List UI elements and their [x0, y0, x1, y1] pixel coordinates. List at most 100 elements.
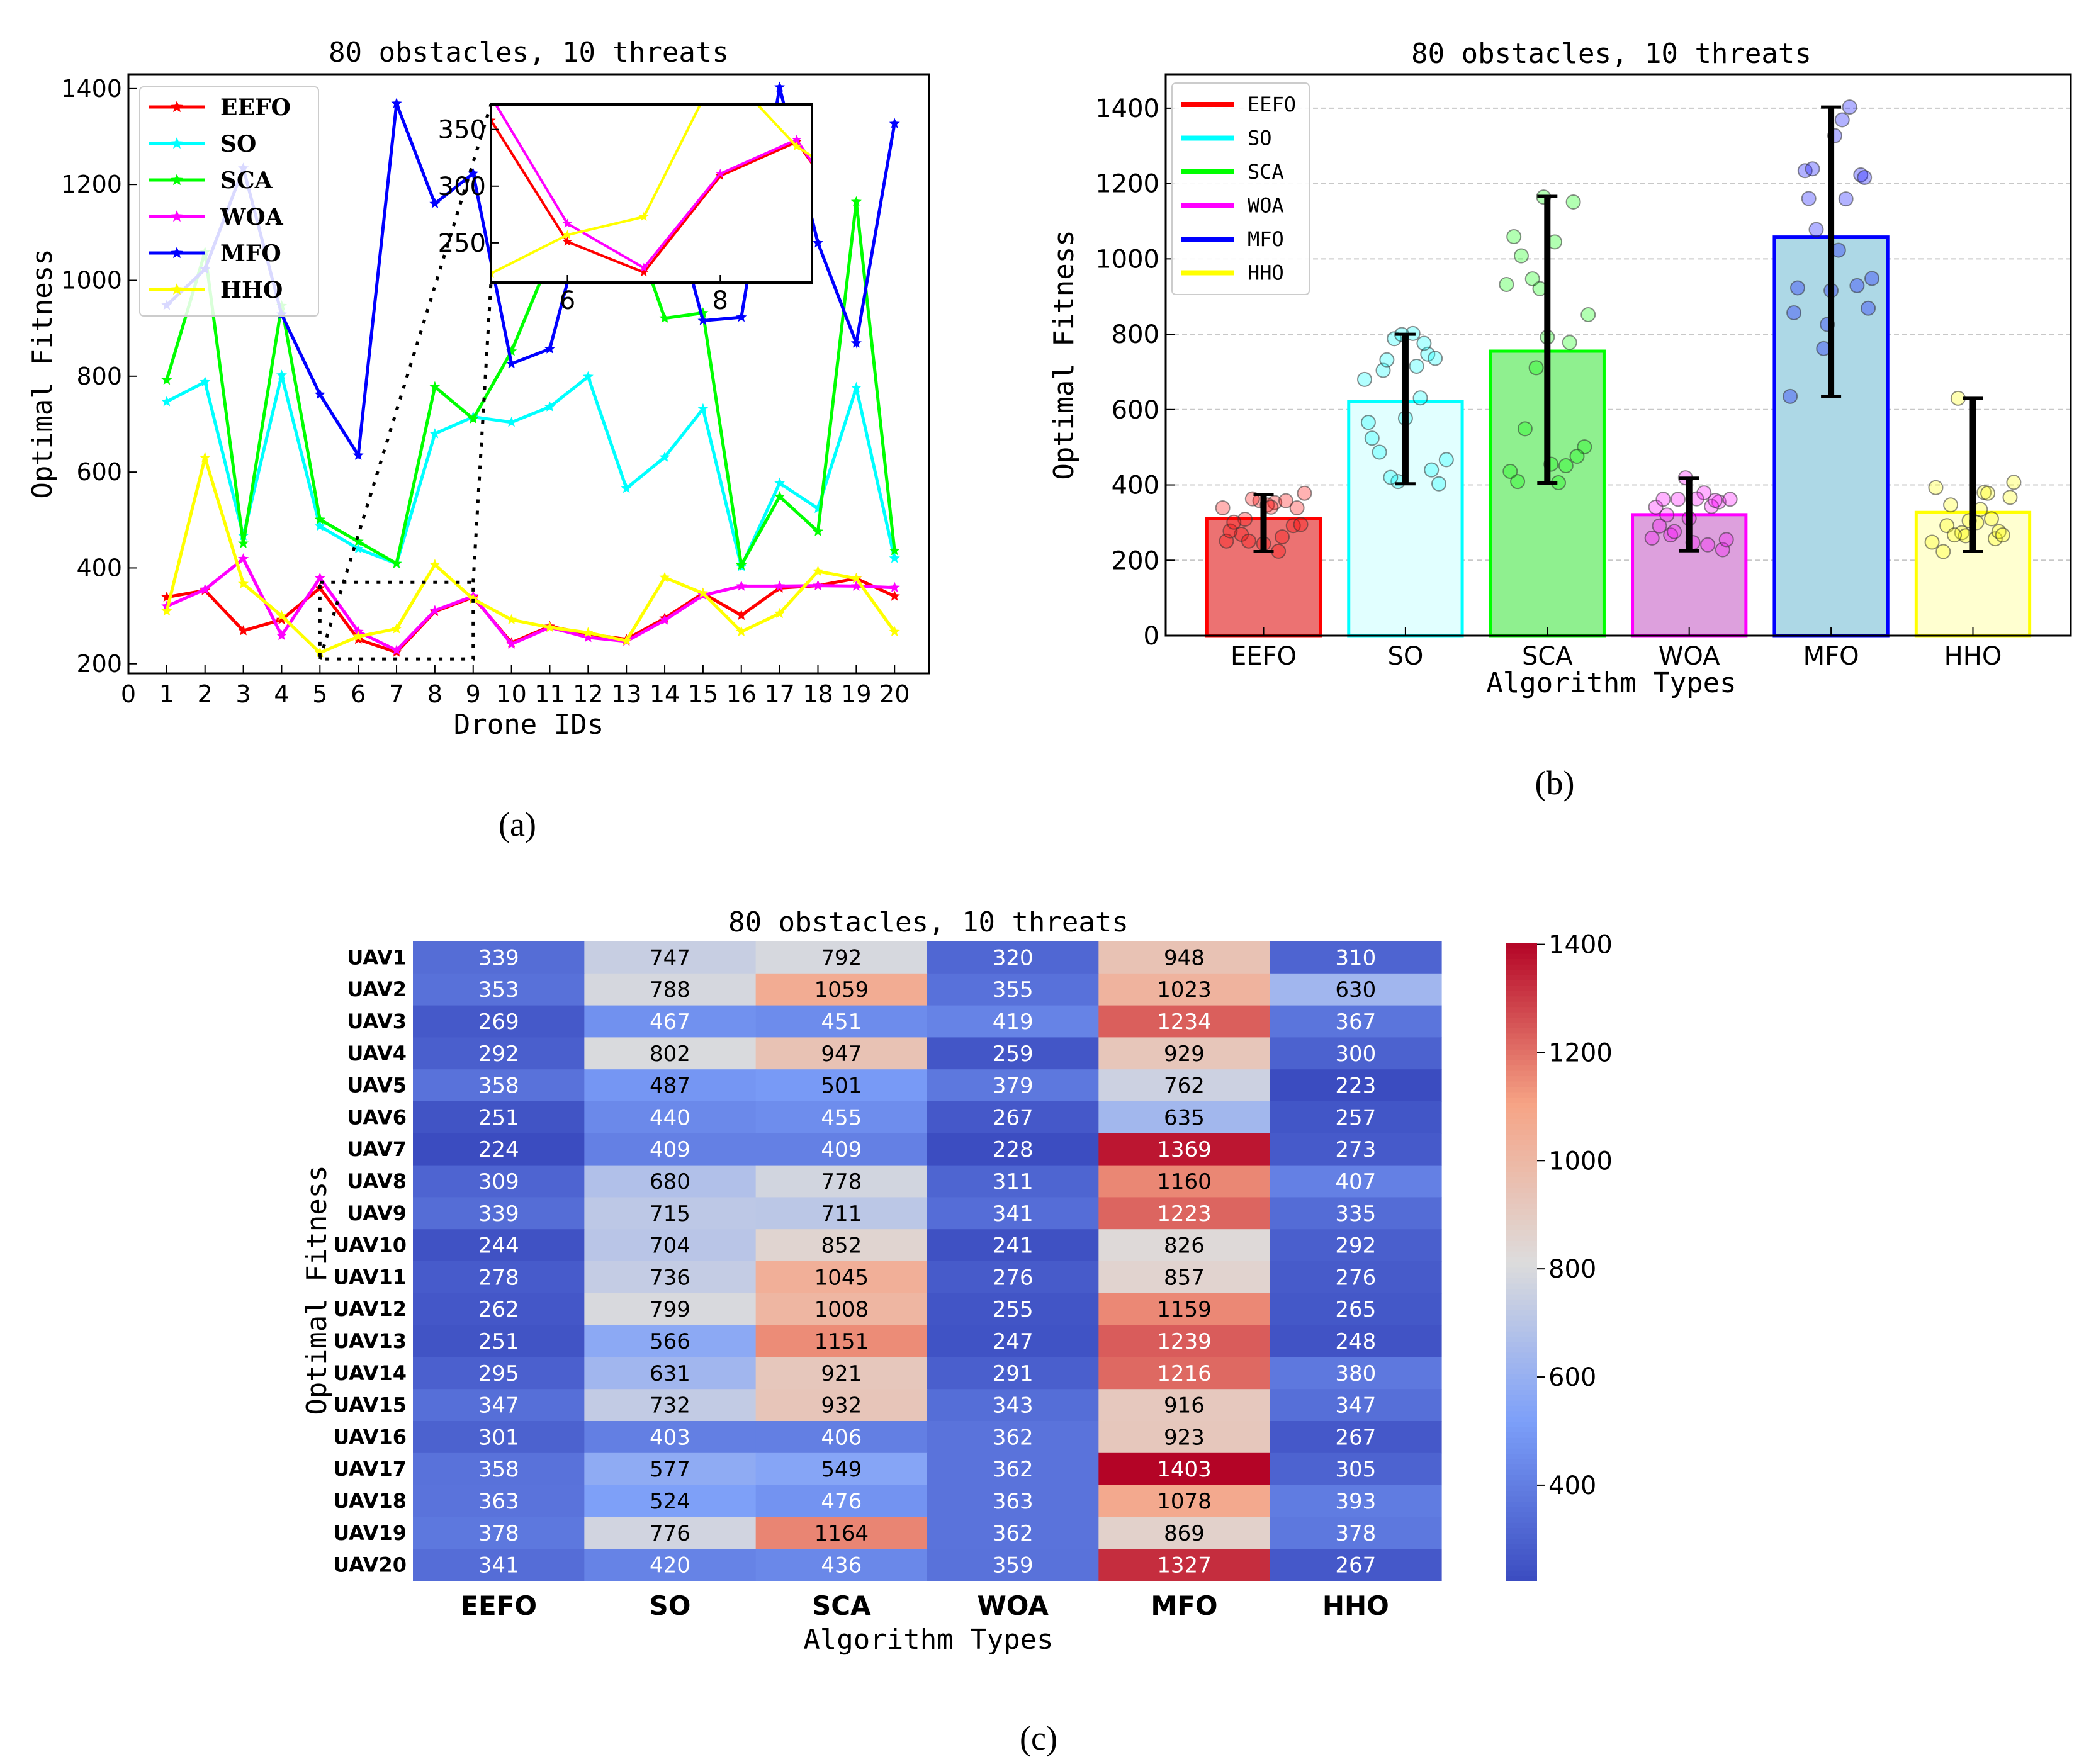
scatter-point-eefo [1222, 523, 1238, 539]
legend-label-sca: SCA [220, 167, 273, 194]
data-point-hho [544, 621, 555, 632]
scatter-point-eefo [1241, 533, 1256, 549]
colorbar-segment [1506, 1336, 1537, 1342]
heatmap-cell-value: 311 [993, 1169, 1034, 1194]
inset-point-sca [1327, 61, 1336, 70]
heatmap-cell-value: 339 [478, 945, 519, 970]
colorbar-segment [1506, 996, 1537, 1002]
heatmap-panel-c: 80 obstacles, 10 threats 339 747 792 320 948… [301, 906, 1613, 1757]
colorbar-segment [1506, 1495, 1537, 1502]
data-point-sca [889, 545, 900, 556]
data-point-so [850, 382, 862, 393]
heatmap-cell [1098, 1452, 1271, 1486]
heatmap-cell-value: 276 [993, 1265, 1034, 1290]
colorbar-tick-label: 800 [1548, 1255, 1596, 1284]
x-tick-label: 7 [389, 680, 404, 708]
heatmap-cell [755, 1485, 928, 1517]
inset-point-eefo [562, 237, 572, 246]
data-point-so [889, 553, 900, 563]
heatmap-cell-value: 776 [650, 1521, 690, 1546]
heatmap-row-label: UAV6 [347, 1105, 407, 1129]
heatmap-cell-value: 436 [821, 1553, 862, 1578]
heatmap-row-label: UAV7 [347, 1137, 407, 1161]
data-point-so [429, 428, 441, 439]
series-line-sca [165, 201, 896, 570]
heatmap-cell [1098, 1357, 1271, 1390]
x-tick-label: 1 [159, 680, 174, 708]
colorbar-segment [1506, 1559, 1537, 1566]
colorbar-segment [1506, 1310, 1537, 1316]
scatter-point-eefo [1237, 512, 1253, 527]
inset-point-eefo [1404, 115, 1413, 125]
scatter-point-mfo [1789, 280, 1805, 296]
heatmap-cell [1098, 1261, 1271, 1294]
inset-point-woa [1021, 232, 1030, 242]
heatmap-cell [755, 941, 928, 974]
heatmap-cell-value: 680 [650, 1169, 690, 1194]
colorbar-tick-label: 1400 [1548, 931, 1613, 960]
scatter-point-mfo [1864, 271, 1880, 286]
heatmap-cell-value: 309 [478, 1169, 519, 1194]
heatmap-cell [1270, 1357, 1442, 1390]
colorbar-segment [1506, 1490, 1537, 1497]
heatmap-cell [1098, 1037, 1271, 1070]
colorbar-tick-label: 600 [1548, 1363, 1596, 1392]
colorbar-segment [1506, 1224, 1537, 1231]
heatmap-cell [413, 1293, 585, 1326]
heatmap-cell [927, 1197, 1099, 1230]
colorbar-segment [1506, 1256, 1537, 1262]
data-point-woa [774, 580, 786, 591]
data-point-woa [238, 553, 249, 564]
colorbar-segment [1506, 1426, 1537, 1433]
colorbar-segment [1506, 985, 1537, 991]
inset-point-hho [1480, 76, 1489, 85]
colorbar-segment [1506, 980, 1537, 986]
heatmap-cell [927, 1005, 1099, 1038]
data-point-woa [812, 580, 824, 590]
data-point-so [352, 543, 364, 554]
heatmap-cell-value: 241 [993, 1233, 1034, 1259]
line-chart-panel-a: 80 obstacles, 10 threats 0 1 2 3 4 5 6 7 8 9 10 11 1… [26, 22, 1489, 843]
inset-point-woa [410, 228, 419, 237]
colorbar-segment [1506, 1049, 1537, 1055]
y-tick-label: 0 [1144, 622, 1159, 651]
heatmap-cell [1270, 1005, 1442, 1038]
colorbar-segment [1506, 1176, 1537, 1183]
y-tick-label: 800 [76, 362, 122, 390]
heatmap-cell-value: 248 [1335, 1329, 1376, 1354]
inset-point-so [563, 22, 572, 31]
colorbar-segment [1506, 1299, 1537, 1305]
chart-b-legend: EEFO SO SCA WOA MFO HHO [1171, 82, 1310, 295]
inset-point-hho [639, 211, 649, 221]
colorbar-segment [1506, 1501, 1537, 1507]
colorbar-segment [1506, 1139, 1537, 1145]
colorbar-segment [1506, 1219, 1537, 1225]
scatter-point-eefo [1226, 514, 1242, 530]
colorbar-segment [1506, 1011, 1537, 1018]
heatmap-cell [584, 1325, 757, 1357]
heatmap-cell-value: 419 [993, 1009, 1034, 1035]
chart-a-series [161, 81, 900, 658]
heatmap-row-label: UAV13 [333, 1329, 407, 1353]
x-tick-label: 19 [841, 680, 871, 708]
scatter-point-sca [1528, 360, 1544, 376]
data-point-mfo [506, 358, 517, 369]
scatter-point-so [1356, 371, 1372, 387]
colorbar-segment [1506, 1378, 1537, 1385]
heatmap-cell-value: 577 [650, 1457, 690, 1482]
colorbar-segment [1506, 1113, 1537, 1119]
inset-point-eefo [334, 216, 343, 225]
heatmap-row-label: UAV11 [333, 1265, 407, 1289]
heatmap-row-label: UAV20 [333, 1553, 407, 1577]
colorbar-segment [1506, 1506, 1537, 1512]
heatmap-cell [927, 1389, 1099, 1422]
heatmap-column-label: SCA [812, 1590, 871, 1621]
heatmap-cell-value: 1160 [1157, 1169, 1212, 1194]
colorbar-tick-label: 1200 [1548, 1038, 1613, 1067]
data-point-mfo [697, 315, 709, 325]
heatmap-cell-value: 378 [1335, 1521, 1376, 1546]
scatter-point-hho [1995, 527, 2010, 543]
heatmap-cell [413, 1197, 585, 1230]
heatmap-cell-value: 1223 [1157, 1201, 1212, 1227]
heatmap-cell-value: 467 [650, 1009, 690, 1035]
